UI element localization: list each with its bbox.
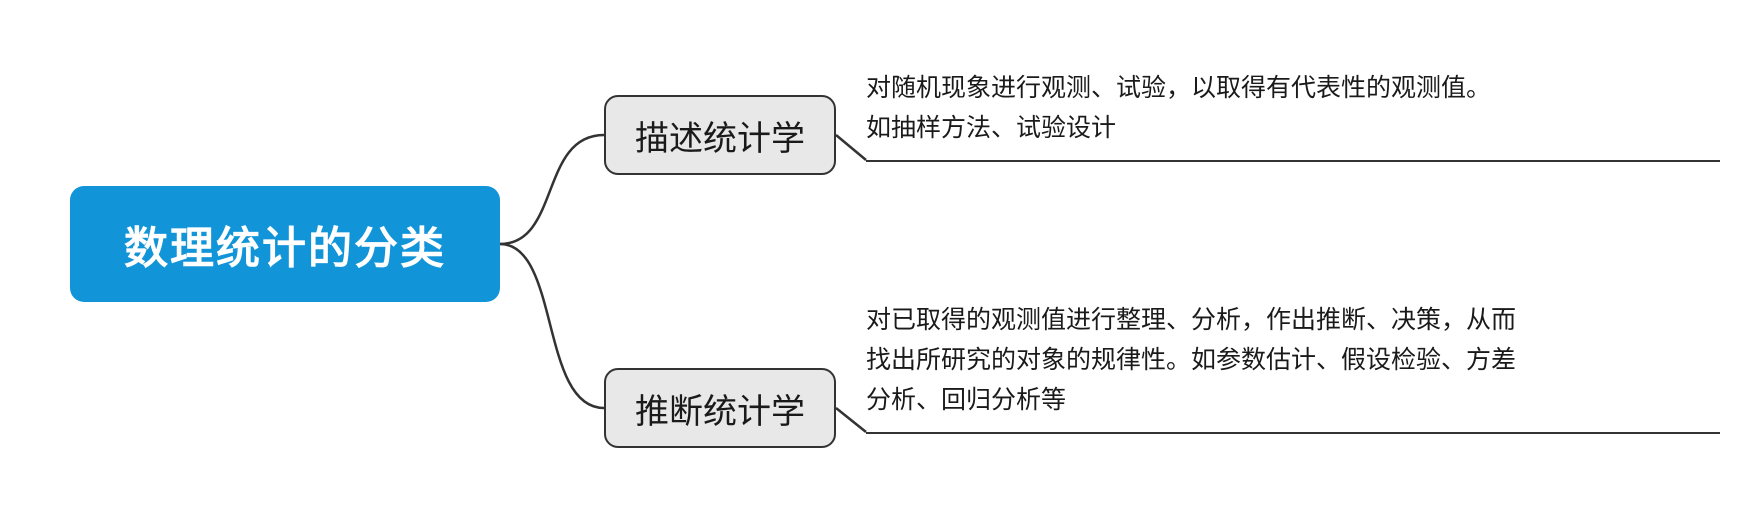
description-underline-0 [866,160,1720,162]
child-node-inferential-stats: 推断统计学 [604,368,836,448]
root-label: 数理统计的分类 [124,212,446,276]
child-label-1: 推断统计学 [635,384,805,433]
root-node: 数理统计的分类 [70,186,500,302]
child-node-descriptive-stats: 描述统计学 [604,95,836,175]
child-description-1: 对已取得的观测值进行整理、分析，作出推断、决策，从而找出所研究的对象的规律性。如… [866,300,1516,420]
child-description-0: 对随机现象进行观测、试验，以取得有代表性的观测值。如抽样方法、试验设计 [866,68,1496,148]
description-underline-1 [866,432,1720,434]
child-label-0: 描述统计学 [635,111,805,160]
